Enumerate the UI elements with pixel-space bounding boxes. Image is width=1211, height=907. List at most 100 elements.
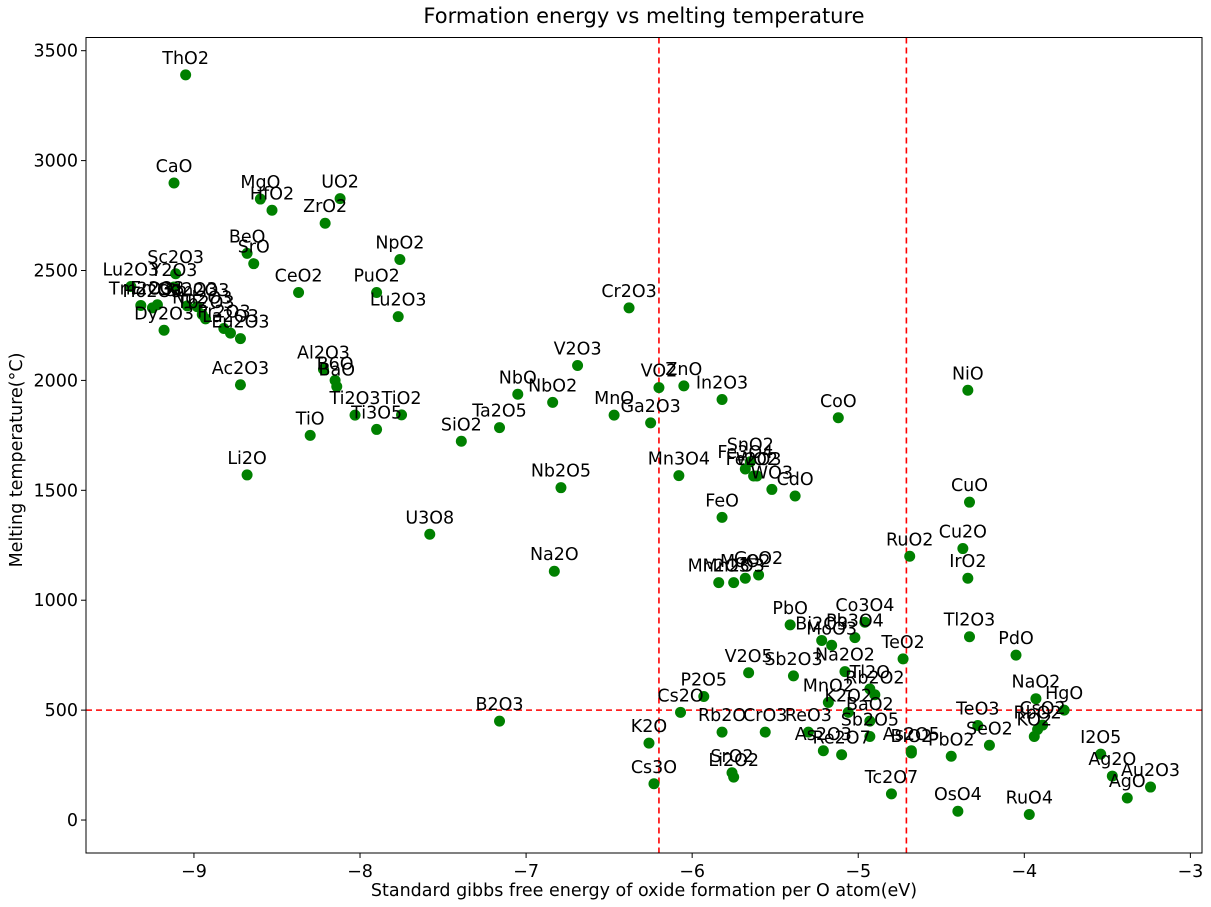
data-point-label: OsO4 bbox=[934, 785, 982, 805]
data-point-label: MoO3 bbox=[806, 619, 857, 639]
data-point-label: NbO2 bbox=[528, 376, 577, 396]
data-point bbox=[826, 639, 838, 651]
data-point bbox=[864, 715, 876, 727]
data-point-label: CsO2 bbox=[1019, 699, 1065, 719]
data-point bbox=[241, 469, 253, 481]
y-axis-ticks: 0 500 1000 1500 2000 2500 3000 3500 bbox=[33, 42, 86, 831]
data-point-label: Eu2O3 bbox=[211, 313, 269, 333]
data-point bbox=[254, 193, 266, 205]
x-axis-ticks: −9 −8 −7 −6 −5 −4 −3 bbox=[181, 853, 1203, 882]
data-point bbox=[643, 737, 655, 749]
data-points bbox=[125, 69, 1157, 821]
data-point-label: Al2O3 bbox=[297, 343, 350, 363]
data-point-label: Na2O bbox=[530, 545, 579, 565]
data-point bbox=[789, 490, 801, 502]
data-point bbox=[371, 423, 383, 435]
y-axis-label: Melting temperature(°C) bbox=[7, 353, 27, 568]
data-point bbox=[392, 311, 404, 323]
data-point-label: Nb2O5 bbox=[531, 462, 591, 482]
data-point bbox=[135, 299, 147, 311]
x-tick-label: −7 bbox=[513, 862, 539, 882]
data-point-label: Ti3O5 bbox=[350, 403, 402, 423]
data-point-label: As2O5 bbox=[883, 725, 940, 745]
data-point-label: Co3O4 bbox=[835, 596, 894, 616]
data-point-label: NaO2 bbox=[1012, 673, 1061, 693]
data-point-label: Tm2O3 bbox=[108, 279, 173, 299]
data-point-label: SeO2 bbox=[966, 719, 1013, 739]
data-point-label: Mn2O3 bbox=[688, 557, 750, 577]
data-point-label: B2O3 bbox=[475, 695, 523, 715]
data-point bbox=[952, 805, 964, 817]
data-point-label: Rb2O bbox=[698, 706, 746, 726]
data-point bbox=[1023, 809, 1035, 821]
data-point-label: Tl2O3 bbox=[943, 611, 996, 631]
y-tick-label: 2000 bbox=[33, 371, 78, 391]
data-point-label: CrO3 bbox=[743, 706, 787, 726]
data-point bbox=[334, 193, 346, 205]
data-point bbox=[608, 409, 620, 421]
data-point-label: SiO2 bbox=[441, 415, 482, 435]
data-point-label: FeO bbox=[705, 491, 739, 511]
reference-lines bbox=[86, 37, 1202, 853]
data-point-label: Tl2O bbox=[849, 663, 890, 683]
data-point-label: PbO bbox=[772, 599, 807, 619]
data-point bbox=[716, 726, 728, 738]
x-tick-label: −8 bbox=[347, 862, 373, 882]
data-point-label: Mn2O3 bbox=[703, 557, 765, 577]
data-point bbox=[1010, 649, 1022, 661]
data-point bbox=[396, 409, 408, 421]
data-point-label: ZnO bbox=[665, 360, 702, 380]
data-point bbox=[1121, 792, 1133, 804]
data-point-label: Y2O3 bbox=[150, 261, 198, 281]
data-point bbox=[648, 778, 660, 790]
data-point-label: K2O2 bbox=[825, 686, 873, 706]
data-point bbox=[1145, 781, 1157, 793]
data-point bbox=[957, 543, 969, 555]
data-point bbox=[832, 412, 844, 424]
data-point-label: HfO2 bbox=[250, 184, 294, 204]
data-point-label: Mn3O4 bbox=[648, 450, 710, 470]
data-point-label: ZrO2 bbox=[303, 197, 347, 217]
data-point-label: MnO2 bbox=[803, 676, 854, 696]
data-point-label: TeO3 bbox=[955, 700, 999, 720]
data-point bbox=[181, 300, 193, 312]
data-point-label: NiO bbox=[952, 364, 984, 384]
data-point-label: GeO2 bbox=[734, 549, 783, 569]
data-point-label: IrO2 bbox=[949, 552, 986, 572]
data-point bbox=[849, 632, 861, 644]
data-point-label: Dy2O3 bbox=[134, 304, 194, 324]
data-point-label: B6O bbox=[317, 354, 354, 374]
data-point-label: CuO bbox=[951, 476, 988, 496]
y-tick-label: 1500 bbox=[33, 481, 78, 501]
data-point bbox=[331, 381, 343, 393]
data-point bbox=[1106, 770, 1118, 782]
data-point bbox=[293, 286, 305, 298]
data-point bbox=[319, 217, 331, 229]
data-point-label: K2O bbox=[631, 717, 667, 737]
data-point bbox=[673, 470, 685, 482]
data-point bbox=[859, 616, 871, 628]
data-point-label: Bi2O3 bbox=[795, 614, 848, 634]
data-point bbox=[678, 380, 690, 392]
data-point-label: NbO bbox=[499, 368, 537, 388]
data-point bbox=[904, 550, 916, 562]
chart-title: Formation energy vs melting temperature bbox=[423, 4, 864, 28]
data-point-label: BaO2 bbox=[846, 695, 894, 715]
data-point bbox=[945, 750, 957, 762]
data-point bbox=[455, 435, 467, 447]
data-point bbox=[964, 496, 975, 508]
data-point bbox=[739, 463, 751, 475]
data-point-label: CoO bbox=[820, 392, 857, 412]
data-point bbox=[1030, 693, 1042, 705]
data-point-label: Ta2O5 bbox=[471, 402, 527, 422]
data-point bbox=[983, 739, 995, 751]
data-point-label: TiO bbox=[295, 409, 325, 429]
data-point bbox=[371, 286, 383, 298]
data-point bbox=[822, 696, 834, 708]
data-point bbox=[836, 749, 848, 761]
data-point-label: Ag2O bbox=[1088, 750, 1136, 770]
data-point-label: RuO2 bbox=[886, 530, 933, 550]
y-tick-label: 1000 bbox=[33, 591, 78, 611]
data-point-label: Tc2O7 bbox=[864, 768, 918, 788]
